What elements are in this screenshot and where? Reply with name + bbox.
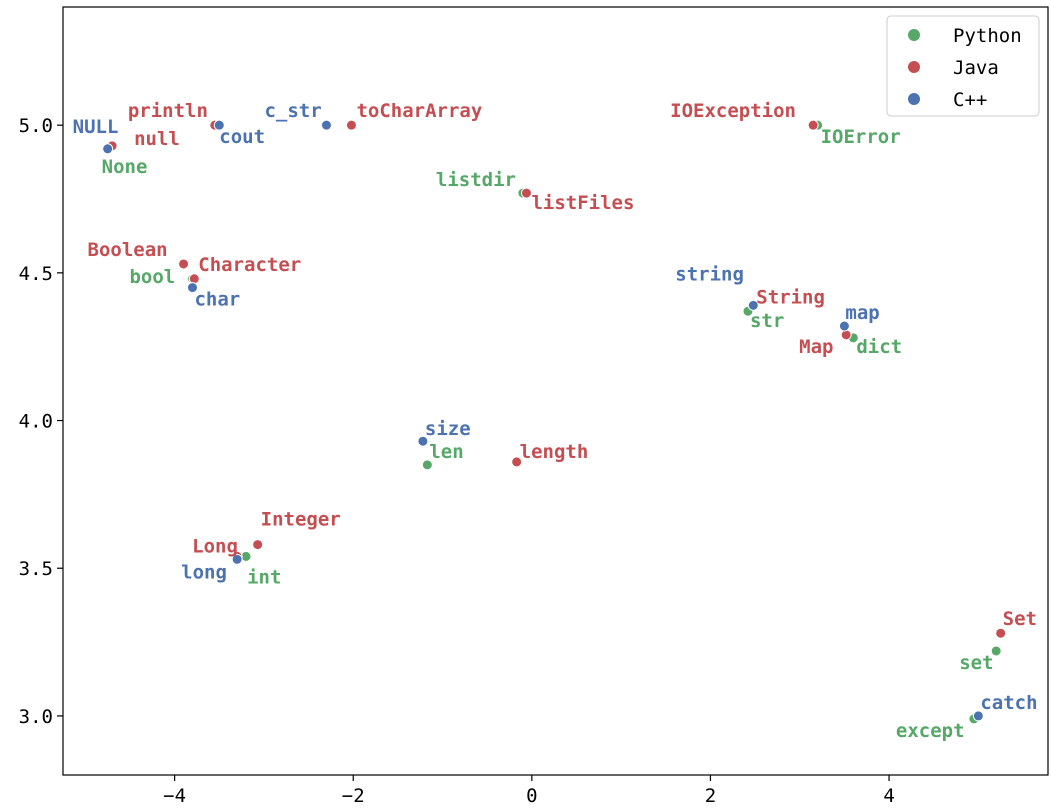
- label-listFiles: listFiles: [531, 192, 634, 214]
- label-map: map: [845, 302, 879, 324]
- label-Long: Long: [192, 535, 238, 557]
- label-len: len: [429, 441, 463, 463]
- point-toCharArray: [345, 119, 357, 131]
- y-tick-label: 4.0: [19, 411, 53, 433]
- x-tick-label: 0: [526, 785, 537, 807]
- y-tick-label: 3.0: [19, 706, 53, 728]
- point-listFiles: [520, 187, 532, 199]
- label-cout: cout: [219, 126, 265, 148]
- label-bool: bool: [129, 266, 175, 288]
- x-tick-label: −2: [342, 785, 365, 807]
- point-string: [747, 299, 759, 311]
- label-string: string: [675, 263, 744, 285]
- x-tick-label: 4: [883, 785, 894, 807]
- point-NULL: [102, 143, 114, 155]
- point-Boolean: [178, 258, 190, 270]
- label-set: set: [959, 652, 993, 674]
- point-IOException: [807, 119, 819, 131]
- label-IOError: IOError: [821, 126, 901, 148]
- label-Integer: Integer: [261, 509, 341, 531]
- legend-box: [886, 15, 1040, 117]
- label-Boolean: Boolean: [88, 239, 168, 261]
- label-toCharArray: toCharArray: [356, 100, 482, 122]
- data-points: [102, 119, 1007, 725]
- point-set: [990, 645, 1002, 657]
- label-length: length: [520, 441, 589, 463]
- point-len: [421, 459, 433, 471]
- label-int: int: [247, 566, 281, 588]
- y-tick-label: 5.0: [19, 115, 53, 137]
- label-dict: dict: [856, 336, 902, 358]
- legend-label: C++: [953, 89, 987, 111]
- plot-area: [62, 6, 1049, 776]
- legend-marker: [908, 93, 920, 105]
- label-Map: Map: [799, 336, 833, 358]
- label-NULL: NULL: [73, 116, 119, 138]
- point-Integer: [252, 539, 264, 551]
- point-map: [838, 320, 850, 332]
- label-println: println: [128, 100, 208, 122]
- point-catch: [972, 710, 984, 722]
- point-size: [417, 435, 429, 447]
- y-tick-label: 3.5: [19, 558, 53, 580]
- label-null: null: [134, 128, 180, 150]
- label-Character: Character: [198, 254, 301, 276]
- y-tick-label: 4.5: [19, 263, 53, 285]
- label-Set: Set: [1003, 608, 1037, 630]
- point-long: [231, 553, 243, 565]
- point-char: [186, 282, 198, 294]
- label-None: None: [102, 156, 148, 178]
- label-listdir: listdir: [436, 169, 516, 191]
- x-tick-label: 2: [705, 785, 716, 807]
- point-Set: [995, 627, 1007, 639]
- legend: Python Java C++: [886, 15, 1040, 117]
- legend-label: Java: [953, 57, 999, 79]
- label-catch: catch: [980, 692, 1037, 714]
- point-c_str: [320, 119, 332, 131]
- label-size: size: [425, 418, 471, 440]
- legend-marker: [908, 61, 920, 73]
- point-length: [511, 456, 523, 468]
- x-tick-label: −4: [163, 785, 186, 807]
- label-String: String: [756, 286, 825, 308]
- legend-label: Python: [953, 25, 1022, 47]
- point-cout: [213, 119, 225, 131]
- label-c_str: c_str: [264, 100, 321, 122]
- label-char: char: [194, 289, 240, 311]
- label-except: except: [896, 720, 965, 742]
- label-str: str: [750, 310, 784, 332]
- axis-ticks: −4 −2 0 2 4 3.0 3.5 4.0 4.5 5.0: [19, 115, 895, 807]
- point-labels: None listdir IOError bool str dict len int set ex…: [73, 100, 1038, 742]
- label-long: long: [181, 561, 227, 583]
- point-Map: [840, 329, 852, 341]
- label-IOException: IOException: [670, 100, 796, 122]
- legend-marker: [908, 29, 920, 41]
